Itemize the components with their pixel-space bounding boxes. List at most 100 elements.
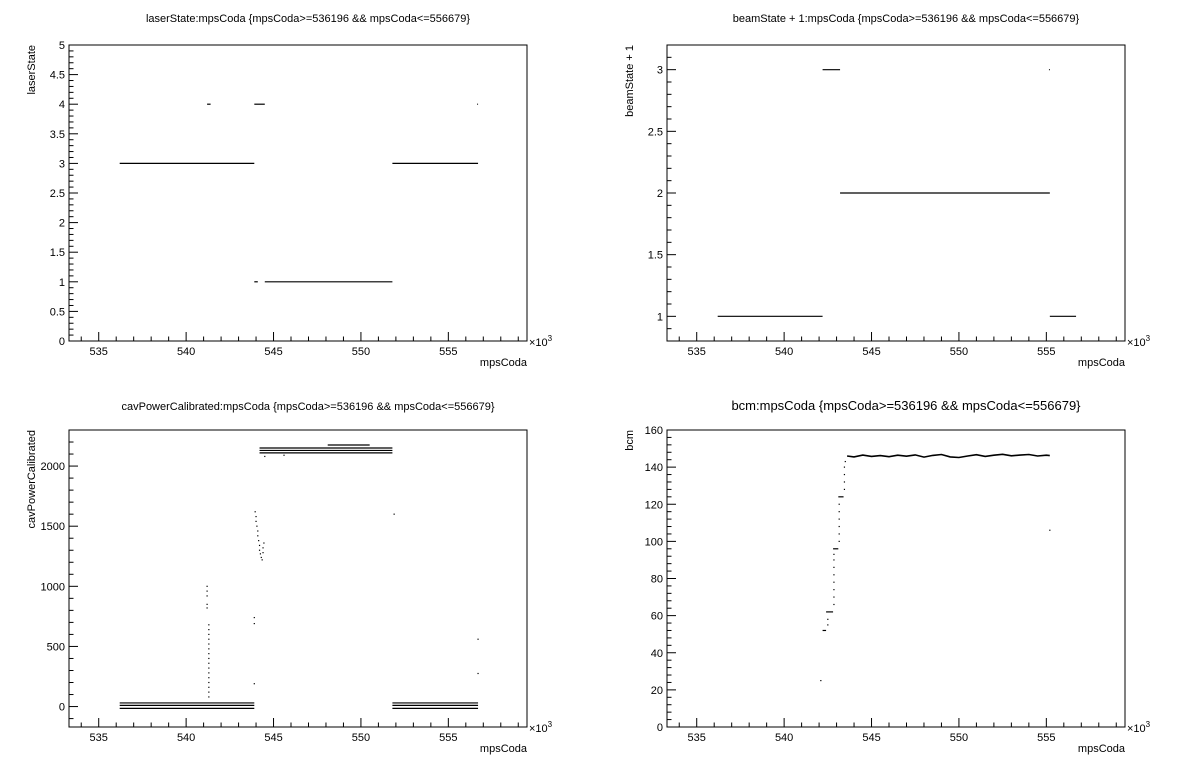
x-axis-multiplier: ×103 — [1127, 334, 1151, 349]
x-axis-multiplier: ×103 — [529, 334, 553, 349]
y-tick-label: 100 — [645, 536, 663, 548]
x-axis-label: mpsCoda — [480, 743, 528, 755]
data-point — [477, 638, 479, 640]
data-point — [833, 574, 835, 576]
data-point — [208, 624, 210, 626]
data-point — [838, 518, 840, 520]
data-point — [261, 559, 263, 561]
data-point — [833, 596, 835, 598]
x-axis-label: mpsCoda — [1078, 357, 1126, 369]
x-axis-multiplier-exponent: 3 — [1146, 720, 1151, 729]
x-axis-label: mpsCoda — [480, 357, 528, 369]
x-tick-label: 555 — [1037, 732, 1055, 744]
y-tick-label: 160 — [645, 425, 663, 437]
data-point — [1049, 529, 1051, 531]
x-tick-label: 545 — [862, 346, 880, 358]
y-tick-label: 4 — [59, 99, 65, 111]
chart-laserstate-svg: laserState:mpsCoda {mpsCoda>=536196 && m… — [26, 13, 553, 369]
x-tick-label: 535 — [90, 732, 108, 744]
y-tick-label: 2 — [657, 188, 663, 200]
data-point — [253, 622, 255, 625]
y-tick-label: 0 — [59, 336, 65, 348]
data-point — [208, 677, 210, 679]
data-point — [262, 547, 264, 549]
chart-cavpower-svg: cavPowerCalibrated:mpsCoda {mpsCoda>=536… — [26, 401, 553, 755]
data-point — [206, 603, 208, 605]
y-tick-label: 20 — [651, 685, 663, 697]
x-tick-label: 535 — [688, 732, 706, 744]
y-axis-label: beamState + 1 — [624, 45, 636, 117]
x-tick-label: 555 — [1037, 346, 1055, 358]
x-axis-multiplier-exponent: 3 — [548, 720, 553, 729]
y-axis-label: bcm — [624, 430, 636, 451]
data-point — [208, 633, 210, 636]
chart-title: cavPowerCalibrated:mpsCoda {mpsCoda>=536… — [121, 401, 494, 413]
data-point — [262, 552, 264, 554]
chart-cavpower: cavPowerCalibrated:mpsCoda {mpsCoda>=536… — [0, 386, 598, 772]
y-tick-label: 3 — [657, 65, 663, 77]
data-point — [206, 607, 208, 609]
x-axis-multiplier-exponent: 3 — [1146, 334, 1151, 343]
chart-title: bcm:mpsCoda {mpsCoda>=536196 && mpsCoda<… — [731, 398, 1081, 413]
data-point — [260, 556, 262, 559]
data-point — [208, 672, 210, 674]
x-tick-label: 535 — [688, 346, 706, 358]
x-tick-label: 550 — [352, 346, 370, 358]
data-point — [838, 540, 840, 542]
data-point — [208, 648, 210, 650]
x-tick-label: 540 — [177, 732, 195, 744]
chart-bcm: bcm:mpsCoda {mpsCoda>=536196 && mpsCoda<… — [598, 386, 1196, 772]
data-point — [208, 638, 210, 640]
x-tick-label: 540 — [177, 346, 195, 358]
data-point — [255, 515, 257, 518]
x-tick-label: 545 — [862, 732, 880, 744]
chart-beamstate-svg: beamState + 1:mpsCoda {mpsCoda>=536196 &… — [624, 13, 1151, 369]
data-point — [208, 643, 210, 645]
data-point — [477, 672, 479, 675]
y-tick-label: 1000 — [41, 581, 65, 593]
data-point — [843, 488, 846, 490]
data-point — [843, 473, 846, 476]
data-point — [206, 590, 208, 592]
y-tick-label: 2 — [59, 218, 65, 230]
data-point — [844, 460, 846, 463]
data-point — [843, 481, 846, 483]
y-tick-label: 1 — [59, 277, 65, 289]
data-point — [833, 559, 835, 561]
data-point — [254, 511, 256, 513]
data-point — [257, 535, 259, 537]
data-point — [838, 533, 840, 535]
y-tick-label: 80 — [651, 574, 663, 586]
data-point — [208, 696, 210, 698]
x-tick-label: 550 — [352, 732, 370, 744]
y-axis-label: cavPowerCalibrated — [26, 430, 38, 528]
data-point — [827, 624, 829, 626]
chart-laserstate: laserState:mpsCoda {mpsCoda>=536196 && m… — [0, 0, 598, 386]
y-tick-label: 1.5 — [50, 247, 65, 259]
data-point — [833, 581, 835, 583]
data-point — [253, 616, 255, 619]
data-point — [208, 691, 210, 693]
data-point — [283, 454, 285, 456]
data-point — [208, 653, 210, 655]
x-tick-label: 540 — [775, 346, 793, 358]
data-point — [208, 629, 210, 631]
y-tick-label: 0 — [657, 722, 663, 734]
data-point — [208, 657, 210, 660]
data-point — [833, 553, 835, 555]
data-trace — [846, 453, 1050, 459]
y-tick-label: 3.5 — [50, 129, 65, 141]
y-tick-label: 1500 — [41, 521, 65, 533]
data-point — [208, 681, 210, 684]
data-point — [208, 667, 210, 669]
data-point — [255, 520, 257, 522]
data-point — [258, 549, 261, 551]
x-axis-multiplier: ×103 — [1127, 720, 1151, 735]
x-tick-label: 545 — [264, 346, 282, 358]
data-point — [263, 542, 265, 544]
x-tick-label: 545 — [264, 732, 282, 744]
y-tick-label: 1 — [657, 311, 663, 323]
y-tick-label: 1.5 — [648, 250, 663, 262]
data-point — [827, 618, 829, 620]
data-point — [833, 603, 835, 606]
